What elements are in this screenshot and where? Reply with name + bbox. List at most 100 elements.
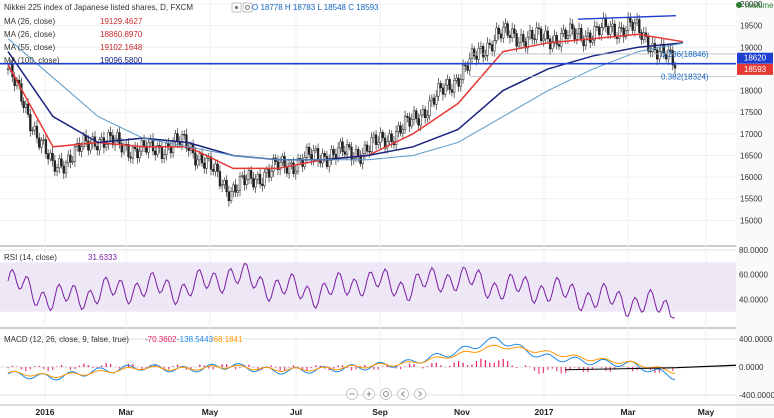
- candle-body: [305, 146, 309, 158]
- candle-body: [464, 64, 467, 67]
- candle-body: [221, 184, 224, 187]
- candle-body: [671, 50, 674, 66]
- candle-body: [245, 179, 248, 185]
- candle-body: [350, 146, 353, 161]
- candle-body: [294, 170, 297, 174]
- candle-body: [26, 103, 30, 115]
- y-tick-label: 16500: [740, 151, 763, 160]
- candle-body: [395, 131, 398, 146]
- candle-body: [232, 184, 235, 192]
- candle-body: [401, 129, 404, 134]
- candle-body: [265, 169, 268, 173]
- candle-body: [29, 114, 32, 131]
- candle-body: [285, 167, 288, 174]
- candle-body: [417, 118, 420, 126]
- candle-body: [6, 68, 10, 70]
- candle-body: [591, 39, 594, 43]
- realtime-dot-icon: [736, 2, 742, 8]
- macd-title: MACD (12, 26, close, 9, false, true): [4, 335, 129, 344]
- price-tag-support-label: 18620: [744, 54, 767, 63]
- candle-body: [386, 141, 389, 149]
- header-settings-icon[interactable]: [242, 2, 253, 13]
- candle-body: [169, 146, 172, 154]
- candle-body: [390, 133, 393, 142]
- candle-body: [613, 23, 616, 37]
- y-tick-label: 17500: [740, 108, 763, 117]
- rsi-line: [7, 262, 675, 319]
- candle-body: [653, 43, 657, 51]
- y-tick-label: 20000: [740, 0, 763, 9]
- y-tick-label: 80.0000: [739, 246, 768, 255]
- candle-body: [343, 151, 346, 155]
- candle-body: [669, 49, 672, 52]
- candle-body: [321, 153, 324, 164]
- candle-body: [87, 140, 90, 151]
- candle-body: [482, 45, 485, 58]
- candle-body: [131, 146, 135, 159]
- brand-label: realtime: [745, 1, 774, 10]
- candle-body: [73, 146, 77, 162]
- x-tick-label: 2017: [535, 407, 554, 417]
- price-tag-last-label: 18593: [744, 65, 767, 74]
- candle-body: [408, 117, 411, 127]
- candle-body: [504, 23, 507, 28]
- candle-body: [180, 134, 184, 146]
- macd-trendline: [675, 364, 737, 369]
- candle-body: [435, 95, 438, 105]
- candle-body: [98, 139, 101, 151]
- ohlc-readout: O 18778 H 18783 L 18548 C 18593: [252, 3, 379, 12]
- candle-body: [51, 152, 54, 161]
- price-tag-support: 18620: [737, 52, 773, 64]
- candle-body: [216, 163, 219, 172]
- zoom-in-button[interactable]: [363, 388, 375, 400]
- candle-body: [562, 29, 565, 34]
- candle-body: [67, 154, 70, 163]
- zoom-out-button[interactable]: [346, 388, 358, 400]
- candle-body: [151, 138, 155, 152]
- candle-body: [381, 132, 384, 139]
- candle-body: [580, 28, 583, 40]
- candle-body: [609, 26, 612, 35]
- candle-body: [47, 153, 50, 160]
- y-tick-label: 60.0000: [739, 271, 768, 280]
- candle-body: [214, 163, 217, 172]
- ma-row-value: 19129.4627: [100, 17, 143, 26]
- candle-body: [194, 152, 197, 166]
- y-tick-label: 17000: [740, 130, 763, 139]
- candle-body: [154, 150, 157, 155]
- candle-body: [593, 26, 596, 41]
- candle-body: [325, 156, 329, 167]
- candle-body: [415, 110, 418, 119]
- scroll-right-button[interactable]: [414, 388, 426, 400]
- candle-body: [638, 19, 641, 33]
- candle-body: [261, 183, 264, 186]
- candle-body: [227, 191, 230, 202]
- candle-body: [290, 162, 293, 165]
- candle-body: [62, 165, 65, 174]
- candle-body: [31, 129, 34, 132]
- candle-body: [330, 149, 333, 161]
- candle-body: [341, 141, 344, 152]
- candle-body: [377, 142, 380, 145]
- x-tick-label: Nov: [454, 407, 470, 417]
- candle-body: [42, 139, 45, 141]
- candle-body: [372, 134, 375, 139]
- candle-body: [522, 34, 525, 42]
- candle-body: [526, 36, 529, 49]
- candle-body: [511, 28, 514, 38]
- reset-button[interactable]: [380, 388, 392, 400]
- scroll-left-button[interactable]: [397, 388, 409, 400]
- rsi-band: [0, 262, 736, 312]
- candle-body: [421, 109, 425, 116]
- candle-body: [486, 42, 489, 56]
- candle-body: [430, 97, 433, 102]
- candle-body: [598, 26, 601, 36]
- candle-body: [234, 184, 237, 193]
- candle-body: [517, 42, 520, 47]
- candle-body: [361, 153, 364, 164]
- ma-line: [7, 38, 684, 161]
- candle-body: [80, 146, 83, 152]
- candle-body: [635, 19, 639, 24]
- header-eye-icon[interactable]: [231, 2, 242, 13]
